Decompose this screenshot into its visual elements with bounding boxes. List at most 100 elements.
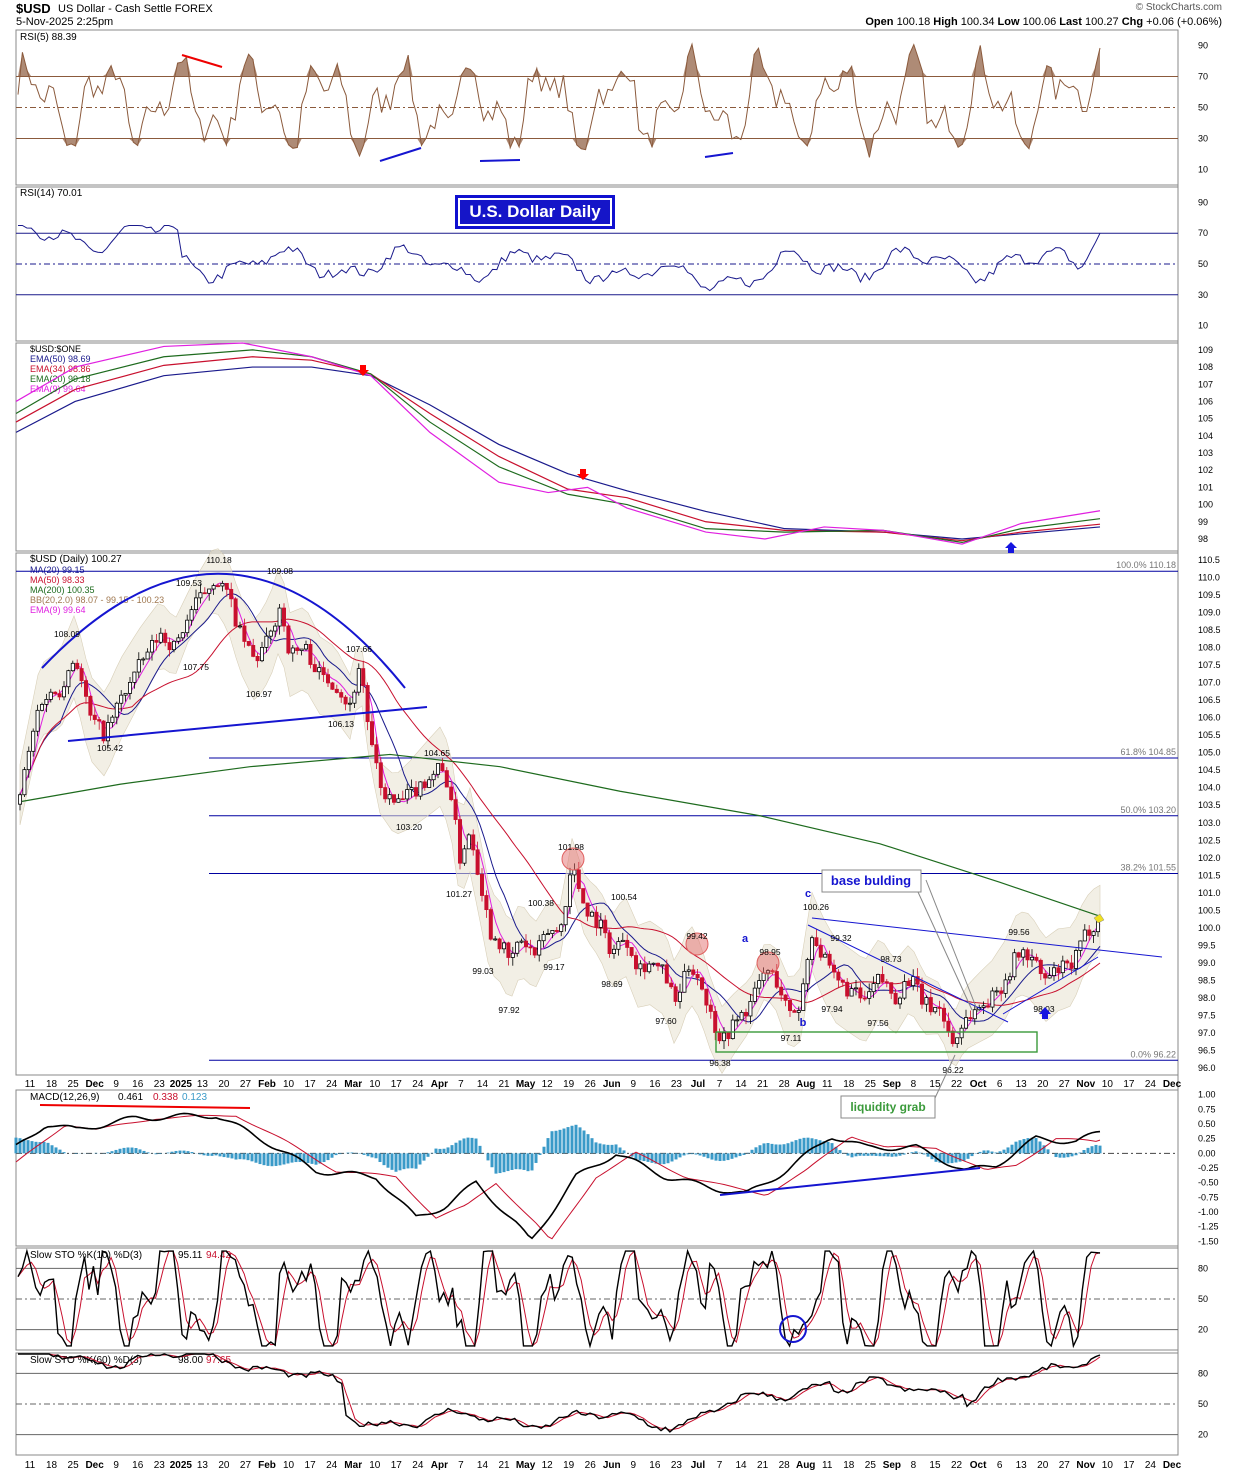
divergence-line-blue: [479, 159, 521, 162]
candle-body: [946, 1020, 951, 1032]
macd-histogram-bar: [722, 1153, 726, 1161]
candle-body: [708, 1004, 713, 1012]
x-axis-label: 27: [1059, 1460, 1071, 1471]
candle-body: [603, 919, 608, 934]
y-tick-label: 0.25: [1198, 1134, 1216, 1144]
x-axis-label: Dec: [85, 1079, 104, 1090]
macd-histogram-bar: [762, 1143, 766, 1154]
candle-body: [752, 987, 757, 1002]
y-tick-label: -0.75: [1198, 1192, 1219, 1202]
macd-histogram-bar: [634, 1153, 638, 1161]
y-tick-label: 106.0: [1198, 713, 1221, 723]
x-axis-label: 10: [1102, 1079, 1114, 1090]
x-axis-label: 17: [305, 1460, 317, 1471]
macd-histogram-bar: [1090, 1146, 1094, 1154]
wave-label: a: [742, 933, 749, 945]
macd-histogram-bar: [682, 1153, 686, 1156]
macd-histogram-bar: [146, 1152, 150, 1154]
x-axis-label: 12: [542, 1460, 554, 1471]
macd-histogram-bar: [1046, 1149, 1050, 1154]
x-axis-label: 22: [951, 1079, 963, 1090]
macd-histogram-bar: [350, 1152, 354, 1154]
x-axis-label: 24: [326, 1460, 338, 1471]
candle-body: [920, 983, 925, 1005]
macd-histogram-bar: [874, 1153, 878, 1156]
macd-histogram-bar: [574, 1124, 578, 1154]
candle-body: [682, 970, 687, 993]
candle-body: [854, 987, 859, 990]
candle-body: [92, 714, 97, 720]
candle-body: [959, 1027, 964, 1039]
candle-body: [576, 869, 581, 889]
callout-liquidity-grab: liquidity grab: [850, 1100, 925, 1114]
price-label: 99.32: [830, 933, 852, 943]
macd-histogram-bar: [74, 1153, 78, 1154]
macd-histogram-bar: [454, 1142, 458, 1154]
x-axis-label: 27: [240, 1460, 252, 1471]
candle-body: [616, 941, 621, 950]
y-tick-label: 107: [1198, 379, 1213, 389]
macd-histogram-bar: [138, 1149, 142, 1154]
macd-histogram-bar: [530, 1153, 534, 1171]
candle-body: [612, 948, 617, 954]
candle-body: [224, 582, 229, 590]
macd-histogram-bar: [462, 1138, 466, 1154]
macd-histogram-bar: [330, 1153, 334, 1158]
candle-body: [347, 702, 352, 705]
macd-histogram-bar: [590, 1138, 594, 1154]
macd-histogram-bar: [666, 1153, 670, 1164]
candle-body: [1021, 949, 1026, 958]
candle-body: [686, 969, 691, 972]
macd-histogram-bar: [298, 1153, 302, 1162]
x-axis-label: 9: [631, 1460, 637, 1471]
macd-histogram-bar: [410, 1153, 414, 1169]
x-axis-label: Mar: [344, 1079, 362, 1090]
x-axis-label: 13: [197, 1460, 209, 1471]
macd-histogram-bar: [106, 1152, 110, 1154]
macd-histogram-bar: [910, 1152, 914, 1154]
macd-histogram-bar: [802, 1137, 806, 1154]
candle-body: [273, 625, 278, 632]
macd-histogram-bar: [242, 1153, 246, 1160]
macd-histogram-bar: [218, 1153, 222, 1157]
macd-histogram-bar: [38, 1142, 42, 1154]
fib-level-label: 0.0% 96.22: [1130, 1049, 1176, 1059]
callout-leader: [925, 879, 979, 1013]
candle-body: [898, 997, 903, 1005]
x-axis-label: Dec: [85, 1460, 104, 1471]
x-axis-label: 17: [1123, 1079, 1135, 1090]
x-axis-label: 23: [154, 1079, 166, 1090]
x-axis-label: Jul: [691, 1460, 706, 1471]
x-axis-label: 21: [498, 1079, 510, 1090]
macd-histogram-bar: [254, 1153, 258, 1163]
candle-body: [722, 1032, 727, 1042]
macd-histogram-bar: [362, 1153, 366, 1155]
x-axis-label: 16: [649, 1460, 661, 1471]
price-label: 98.95: [759, 947, 781, 957]
macd-histogram-bar: [866, 1153, 870, 1156]
callout-leader: [934, 1054, 956, 1099]
macd-histogram-bar: [822, 1141, 826, 1154]
candle-body: [435, 763, 440, 775]
y-tick-label: 0.75: [1198, 1104, 1216, 1114]
macd-histogram-bar: [190, 1152, 194, 1154]
macd-histogram-bar: [706, 1153, 710, 1159]
x-axis-label: 17: [305, 1079, 317, 1090]
candle-body: [1047, 975, 1052, 979]
macd-histogram-bar: [726, 1153, 730, 1161]
candle-body: [321, 667, 326, 676]
macd-histogram-bar: [374, 1153, 378, 1159]
candle-body: [788, 999, 793, 1011]
candle-body: [427, 779, 432, 788]
candle-body: [396, 798, 401, 803]
y-tick-label: -1.00: [1198, 1207, 1219, 1217]
y-tick-label: 103.5: [1198, 800, 1221, 810]
candle-body: [532, 947, 537, 956]
panel-title: RSI(5) 88.39: [20, 32, 77, 43]
candle-body: [700, 977, 705, 990]
x-axis-label: 9: [631, 1079, 637, 1090]
sto10-k-line: [17, 1248, 1101, 1349]
macd-histogram-bar: [282, 1153, 286, 1165]
x-axis-label: 10: [1102, 1460, 1114, 1471]
